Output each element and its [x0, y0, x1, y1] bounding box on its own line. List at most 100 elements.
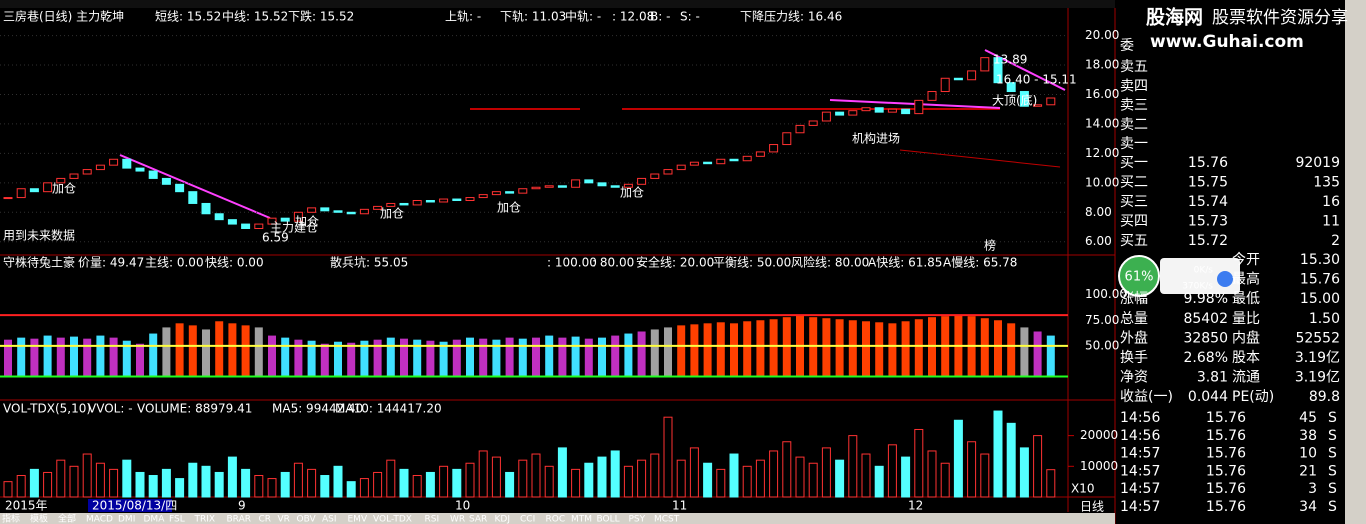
tab[interactable]: CR [259, 515, 272, 524]
stat-label: 股本 [1232, 350, 1260, 366]
volume-bar [293, 462, 303, 498]
indicator-bar [215, 321, 224, 377]
indicator-bar [1020, 327, 1029, 377]
y-tick-label: 75.00 [1085, 313, 1119, 327]
tab[interactable]: BRAR [227, 515, 251, 524]
stat-value: 15.30 [1300, 252, 1340, 268]
stat-value: 1.50 [1309, 311, 1340, 327]
trade-side: S [1328, 481, 1337, 497]
volume-bar [505, 471, 515, 498]
candle [69, 173, 79, 179]
tab[interactable]: OBV [297, 515, 317, 524]
indicator-bar [994, 320, 1002, 377]
indicator-bar [1033, 331, 1042, 377]
tab[interactable]: 模板 [30, 513, 48, 524]
quote-label: 卖一 [1120, 136, 1148, 152]
volume-bar [623, 465, 633, 498]
volume-bar [175, 478, 185, 498]
indicator-bar [479, 338, 488, 377]
candle [227, 219, 237, 225]
candle [980, 57, 990, 72]
indicator-bar [466, 337, 474, 377]
candle [465, 197, 475, 202]
annotation: 加仓 [380, 207, 404, 221]
candle [676, 164, 686, 171]
tab[interactable]: DMI [118, 515, 135, 524]
scrollbar[interactable] [1345, 0, 1366, 524]
candle [927, 91, 937, 101]
tab[interactable]: FSL [169, 515, 185, 524]
tab[interactable]: DMA [144, 515, 166, 524]
tab[interactable]: KDJ [495, 515, 511, 524]
widget-plus[interactable] [1217, 271, 1233, 287]
logo-slogan: 股票软件资源分享 [1212, 8, 1348, 28]
y-tick-label: 8.00 [1085, 205, 1112, 219]
tab[interactable]: TRIX [194, 515, 216, 524]
indicator-bar [149, 333, 158, 377]
indicator-bar [822, 318, 831, 377]
tab[interactable]: RSI [425, 515, 440, 524]
candle [491, 191, 501, 196]
y-tick-label: 18.00 [1085, 58, 1119, 72]
tab[interactable]: CCI [520, 515, 535, 524]
trade-time: 14:56 [1120, 410, 1160, 426]
tab[interactable]: 指标 [2, 513, 20, 524]
candle [703, 161, 713, 165]
stat-label: 总量 [1120, 311, 1148, 327]
indicator-bar [637, 331, 646, 377]
candle [254, 223, 264, 229]
tab[interactable]: ASI [322, 515, 337, 524]
tab[interactable]: 全部 [58, 513, 76, 524]
tab[interactable]: BOLL [597, 515, 620, 524]
volume-bar [56, 459, 66, 498]
tab[interactable]: EMV [348, 515, 368, 524]
indicator-bar [862, 321, 870, 377]
tab[interactable]: VR [278, 515, 290, 524]
tab[interactable]: VOL-TDX [373, 515, 412, 524]
volume-bar [214, 471, 224, 498]
bid-volume: 135 [1313, 175, 1340, 191]
volume-bar [518, 459, 528, 498]
indicator-header: 散兵坑: 55.05 [330, 255, 408, 270]
quote-label: 买二 [1120, 175, 1148, 191]
bid-price: 15.74 [1188, 194, 1228, 210]
y-tick-label: 50.00 [1085, 338, 1119, 352]
indicator-bar [17, 337, 26, 377]
volume-bar [69, 465, 79, 498]
candle [584, 179, 594, 184]
candle [3, 197, 13, 200]
logo-name: 股海网 [1146, 6, 1203, 29]
annotation: 加仓 [52, 182, 76, 196]
candle [716, 158, 726, 165]
tab[interactable]: SAR [469, 515, 487, 524]
candle [452, 198, 462, 202]
volume-bar [795, 456, 805, 498]
candle [755, 151, 765, 157]
indicator-bar [347, 342, 356, 377]
volume-bar [967, 441, 977, 498]
price-header: 中轨: - [565, 9, 601, 24]
tab[interactable]: ROC [546, 515, 566, 524]
volume-bar [16, 475, 26, 498]
quote-label: 委 [1120, 38, 1134, 54]
candle [637, 177, 647, 185]
volume-bar [82, 453, 92, 498]
tab[interactable]: MTM [571, 515, 592, 524]
volume-bar [148, 475, 158, 498]
tab[interactable]: MACD [86, 515, 113, 524]
quote-label: 卖四 [1120, 78, 1148, 94]
tab[interactable]: PSY [629, 515, 646, 524]
stat-label: 收益(一) [1120, 389, 1173, 405]
candle [373, 205, 383, 210]
volume-bar [663, 416, 673, 498]
tab[interactable]: MCST [654, 515, 680, 524]
candle [505, 191, 515, 194]
indicator-bar [188, 325, 197, 377]
price-header: 下降压力线: 16.46 [740, 10, 842, 24]
tab[interactable]: WR [450, 515, 465, 524]
date-label: 11 [672, 499, 687, 513]
volume-bar [927, 450, 937, 498]
logo-url: www.Guhai.com [1150, 32, 1304, 52]
candle [333, 210, 343, 213]
indicator-bar [70, 336, 78, 377]
